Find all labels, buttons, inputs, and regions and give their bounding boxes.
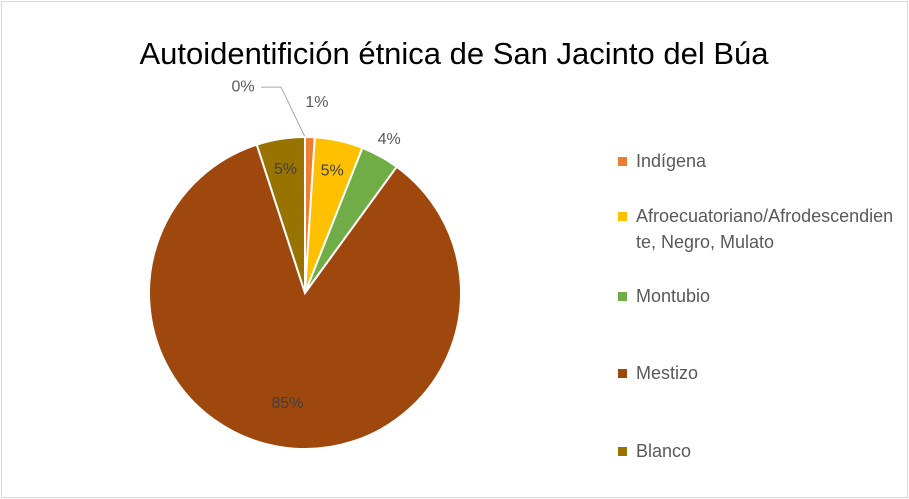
legend-swatch [618, 369, 627, 378]
legend-swatch [618, 212, 627, 221]
data-label: 4% [378, 131, 401, 148]
leader-line [261, 86, 306, 138]
data-label: 5% [321, 162, 344, 179]
legend-swatch [618, 447, 627, 456]
legend-label: Indígena [636, 151, 707, 171]
legend-label: Afroecuatoriano/Afrodescendiente, Negro,… [636, 206, 894, 252]
legend-label: Blanco [636, 441, 692, 461]
legend-item: Mestizo [612, 360, 897, 386]
legend-item: Blanco [612, 438, 897, 464]
legend-swatch [618, 157, 627, 166]
legend-item: Indígena [612, 148, 897, 174]
data-label: 0% [231, 78, 254, 95]
legend-label: Montubio [636, 286, 711, 306]
data-label: 85% [271, 395, 303, 412]
legend-item: Afroecuatoriano/Afrodescendiente, Negro,… [612, 203, 897, 255]
chart-title: Autoidentifición étnica de San Jacinto d… [139, 36, 769, 71]
pie-slice [148, 143, 462, 450]
pie-slice [255, 135, 306, 294]
data-label: 5% [274, 161, 297, 178]
legend-swatch [618, 292, 627, 301]
legend-label: Mestizo [636, 363, 699, 383]
data-label: 1% [305, 94, 328, 111]
legend-item: Montubio [612, 283, 897, 309]
